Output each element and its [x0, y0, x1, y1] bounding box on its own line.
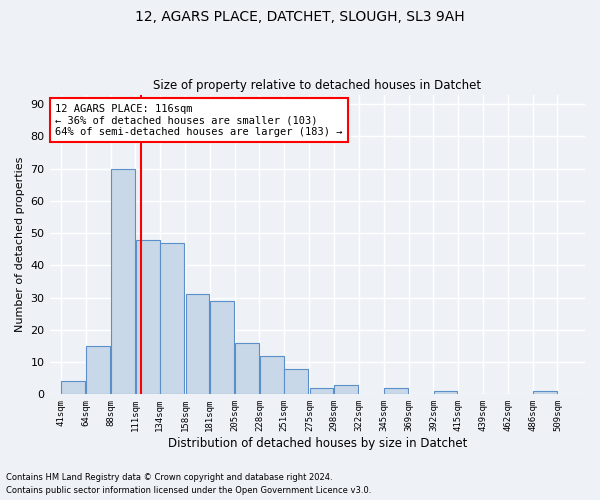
Bar: [434, 391, 457, 394]
Text: 12, AGARS PLACE, DATCHET, SLOUGH, SL3 9AH: 12, AGARS PLACE, DATCHET, SLOUGH, SL3 9A…: [135, 10, 465, 24]
Text: 12 AGARS PLACE: 116sqm
← 36% of detached houses are smaller (103)
64% of semi-de: 12 AGARS PLACE: 116sqm ← 36% of detached…: [55, 104, 343, 136]
Bar: [260, 356, 284, 395]
X-axis label: Distribution of detached houses by size in Datchet: Distribution of detached houses by size …: [167, 437, 467, 450]
Bar: [86, 346, 110, 395]
Bar: [384, 388, 407, 394]
Bar: [210, 301, 234, 394]
Bar: [112, 168, 135, 394]
Bar: [235, 343, 259, 394]
Bar: [61, 382, 85, 394]
Bar: [334, 384, 358, 394]
Text: Contains HM Land Registry data © Crown copyright and database right 2024.
Contai: Contains HM Land Registry data © Crown c…: [6, 474, 371, 495]
Bar: [310, 388, 334, 394]
Bar: [284, 368, 308, 394]
Bar: [185, 294, 209, 394]
Title: Size of property relative to detached houses in Datchet: Size of property relative to detached ho…: [153, 79, 481, 92]
Bar: [160, 243, 184, 394]
Bar: [533, 391, 557, 394]
Y-axis label: Number of detached properties: Number of detached properties: [15, 157, 25, 332]
Bar: [136, 240, 160, 394]
